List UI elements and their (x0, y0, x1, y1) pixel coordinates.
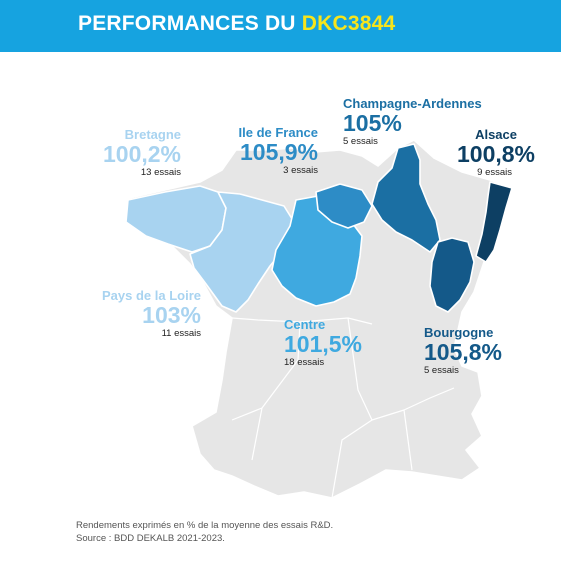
region-ile-de-france (315, 183, 373, 229)
region-name: Ile de France (238, 125, 318, 140)
page-title: PERFORMANCES DU DKC3844 (78, 12, 395, 36)
title-highlight: DKC3844 (301, 12, 396, 35)
region-trials: 5 essais (424, 365, 459, 376)
header-banner: PERFORMANCES DU DKC3844 (0, 0, 561, 52)
footnote-line-1: Rendements exprimés en % de la moyenne d… (76, 520, 334, 531)
region-champagne-ardennes (371, 143, 441, 253)
region-value: 105,9% (239, 139, 318, 165)
region-trials: 18 essais (284, 357, 325, 368)
footnote-line-2: Source : BDD DEKALB 2021-2023. (76, 533, 225, 544)
label-centre: Centre 101,5% 18 essais (284, 318, 362, 368)
region-trials: 3 essais (283, 165, 318, 176)
region-trials: 13 essais (140, 167, 181, 178)
region-name: Bretagne (124, 127, 181, 142)
title-prefix: PERFORMANCES DU (78, 12, 296, 35)
region-alsace (475, 181, 513, 263)
region-name: Bourgogne (424, 325, 494, 340)
region-trials: 9 essais (477, 167, 512, 178)
region-bourgogne (429, 237, 475, 313)
label-bretagne: Bretagne 100,2% 13 essais (103, 128, 181, 178)
region-pays-de-la-loire (189, 191, 295, 313)
region-value: 105% (343, 110, 402, 136)
label-champagne-ardennes: Champagne-Ardennes 105% 5 essais (343, 97, 482, 147)
label-pays-de-la-loire: Pays de la Loire 103% 11 essais (102, 289, 201, 339)
region-value: 100,2% (102, 141, 181, 167)
region-name: Centre (284, 317, 326, 332)
footnote: Rendements exprimés en % de la moyenne d… (76, 519, 333, 545)
label-ile-de-france: Ile de France 105,9% 3 essais (239, 126, 318, 176)
region-value: 100,8% (456, 141, 535, 167)
label-alsace: Alsace 100,8% 9 essais (457, 128, 535, 178)
label-bourgogne: Bourgogne 105,8% 5 essais (424, 326, 502, 376)
region-value: 105,8% (424, 339, 503, 365)
region-trials: 11 essais (161, 328, 201, 339)
region-name: Alsace (475, 127, 517, 142)
region-name: Champagne-Ardennes (343, 96, 482, 111)
region-value: 101,5% (284, 331, 363, 357)
region-trials: 5 essais (343, 136, 378, 147)
region-name: Pays de la Loire (102, 288, 201, 303)
region-borders (231, 317, 455, 499)
region-value: 103% (142, 302, 201, 328)
